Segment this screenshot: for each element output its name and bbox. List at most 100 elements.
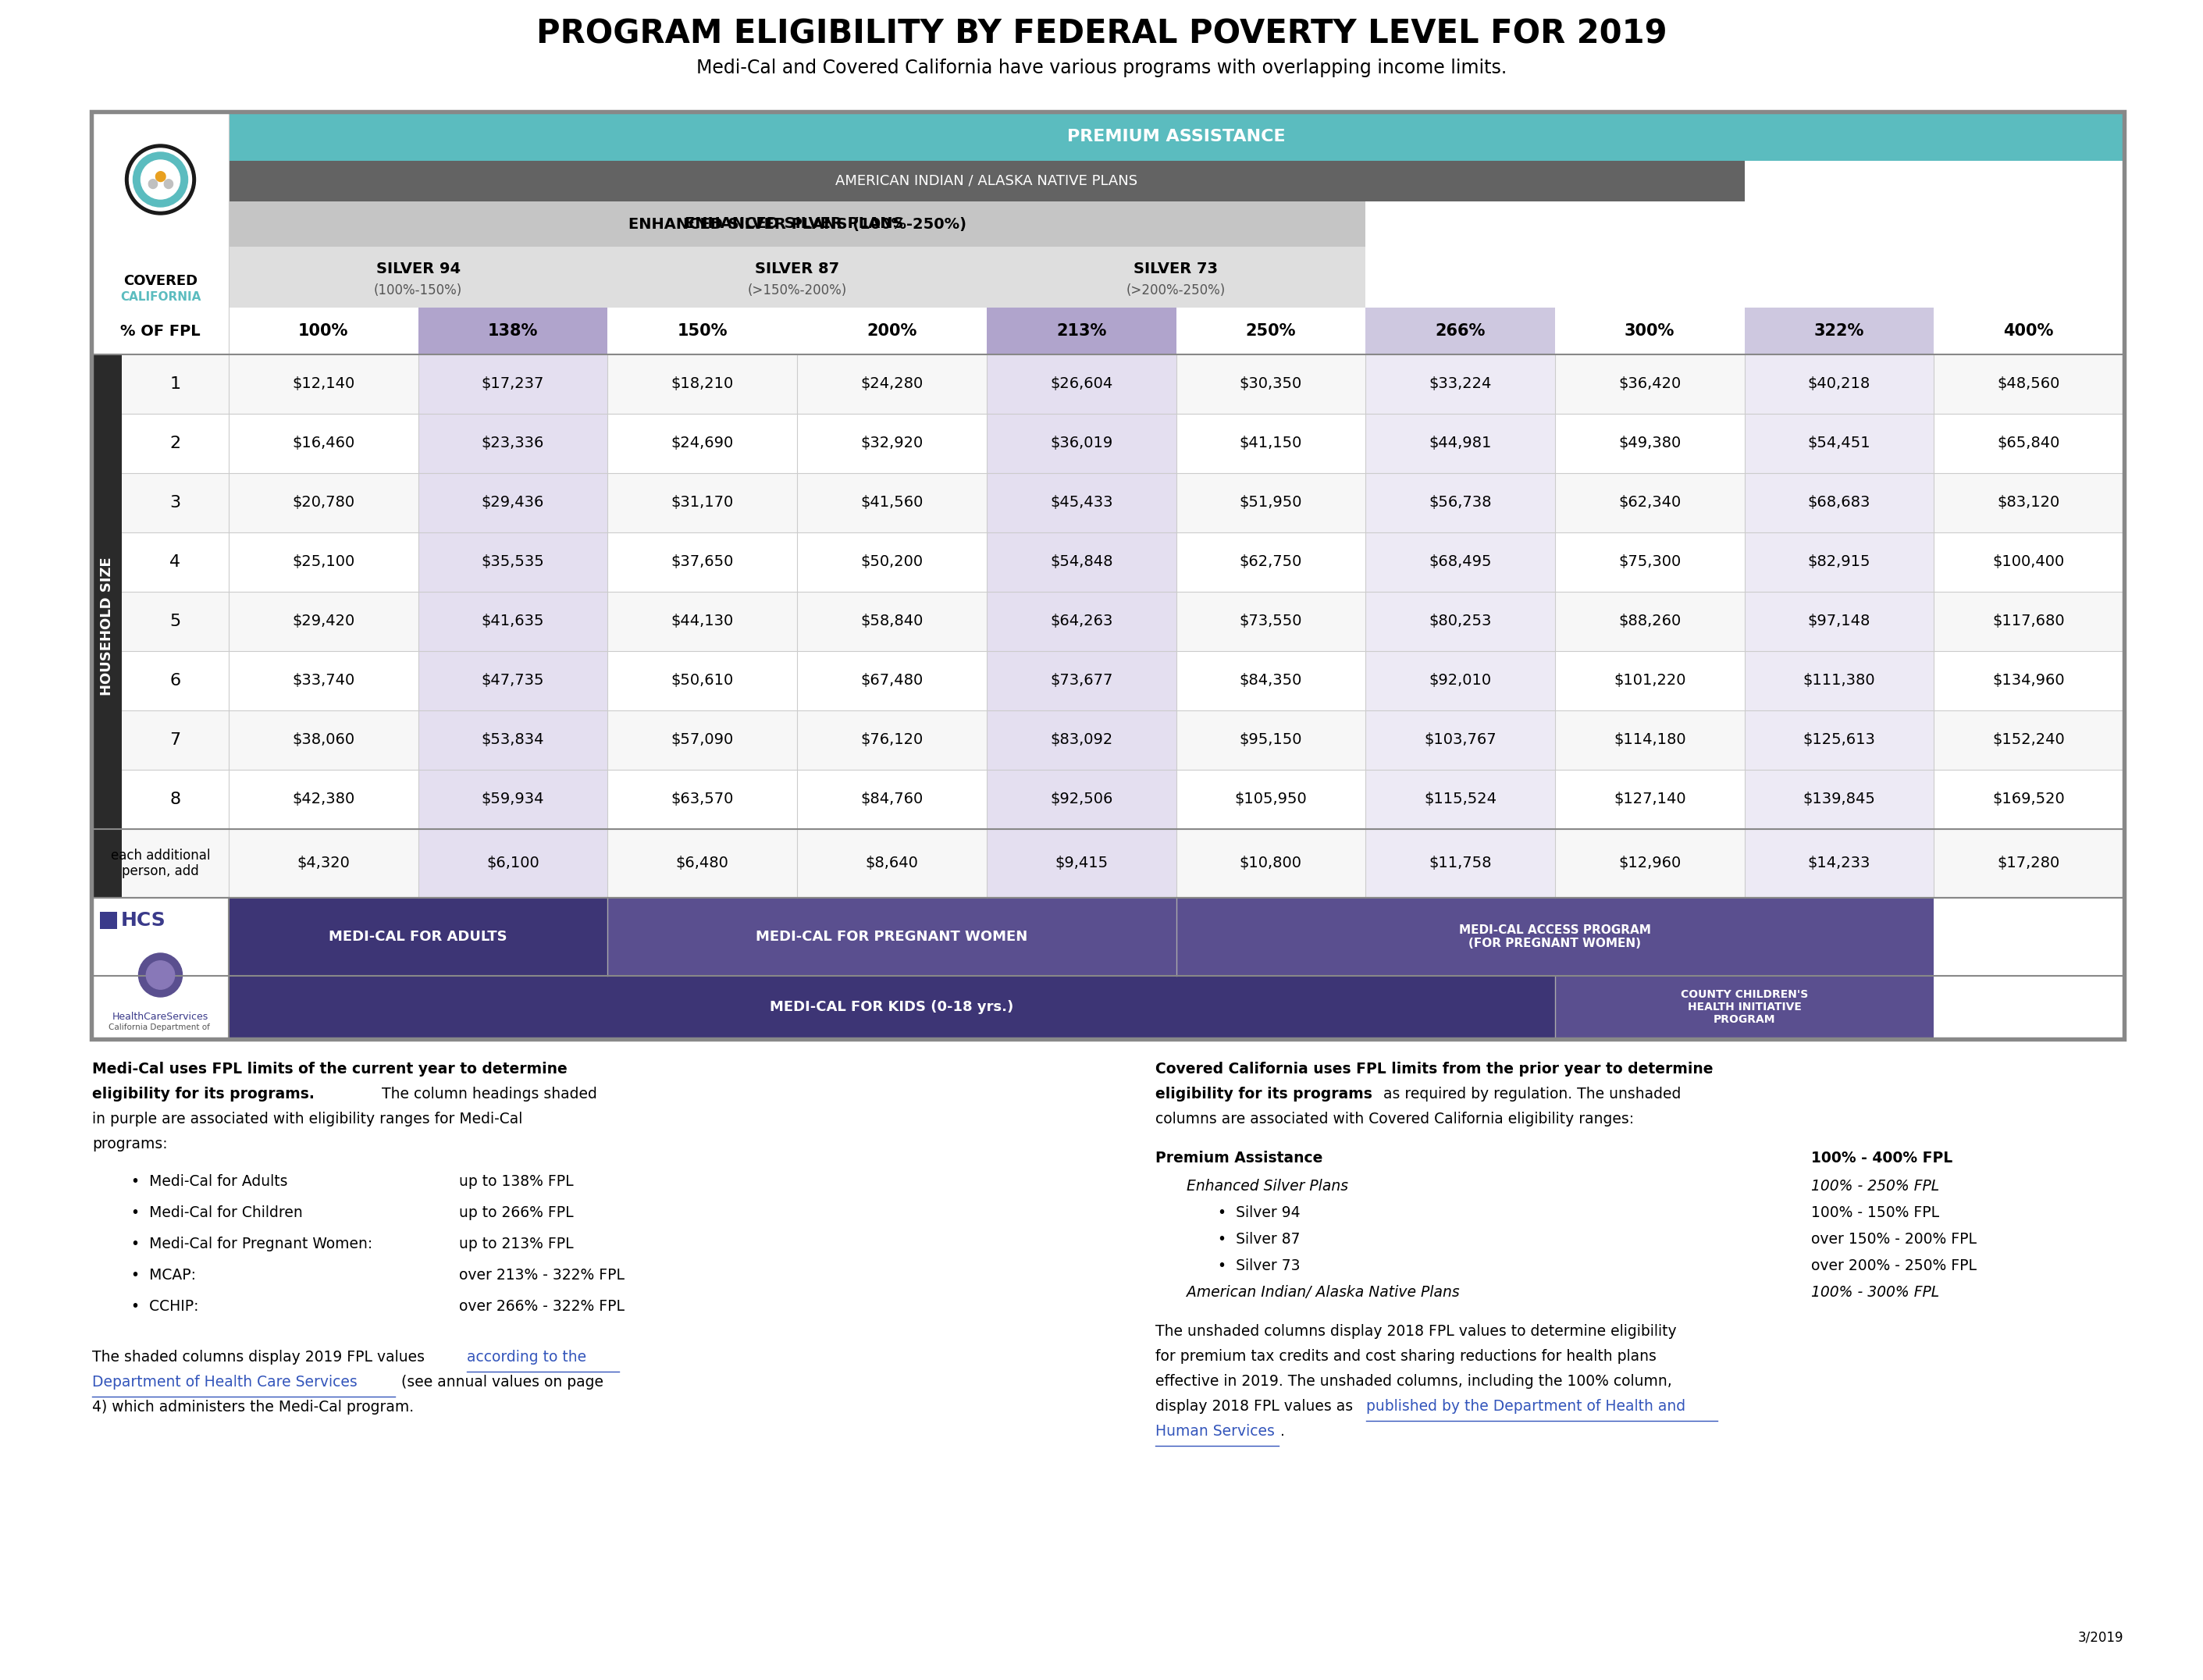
Bar [1555,976,1934,1038]
Text: (100%-150%): (100%-150%) [375,284,463,297]
Text: $14,233: $14,233 [1809,857,1870,870]
Text: $17,280: $17,280 [1998,857,2060,870]
Text: 300%: 300% [1624,323,1674,339]
Text: as required by regulation. The unshaded: as required by regulation. The unshaded [1379,1087,1681,1102]
Bar [419,652,608,711]
Text: $84,760: $84,760 [861,791,923,806]
Bar [419,307,608,354]
Text: MEDI-CAL FOR PREGNANT WOMEN: MEDI-CAL FOR PREGNANT WOMEN [756,929,1029,944]
Text: $32,920: $32,920 [861,437,923,450]
Text: $127,140: $127,140 [1613,791,1685,806]
Text: HOUSEHOLD SIZE: HOUSEHOLD SIZE [99,556,115,696]
Text: $6,480: $6,480 [676,857,729,870]
Text: •  Medi-Cal for Pregnant Women:: • Medi-Cal for Pregnant Women: [132,1236,372,1252]
Text: $100,400: $100,400 [1994,554,2064,570]
Text: up to 213% FPL: up to 213% FPL [458,1236,573,1252]
Text: $44,981: $44,981 [1430,437,1491,450]
Text: CALIFORNIA: CALIFORNIA [121,291,200,302]
Text: $65,840: $65,840 [1998,437,2060,450]
Text: $42,380: $42,380 [293,791,355,806]
Text: 250%: 250% [1245,323,1295,339]
Text: 322%: 322% [1813,323,1864,339]
Text: 150%: 150% [676,323,727,339]
Text: 100% - 250% FPL: 100% - 250% FPL [1811,1179,1939,1194]
Text: 266%: 266% [1434,323,1485,339]
Circle shape [141,160,181,198]
Text: $58,840: $58,840 [861,613,923,628]
Bar [1745,354,1934,413]
Bar [987,591,1176,652]
Text: $114,180: $114,180 [1613,732,1685,748]
Text: $33,740: $33,740 [293,674,355,689]
Text: The unshaded columns display 2018 FPL values to determine eligibility: The unshaded columns display 2018 FPL va… [1154,1324,1676,1339]
Bar [987,711,1176,769]
Text: $73,677: $73,677 [1051,674,1113,689]
Text: % OF FPL: % OF FPL [121,324,200,338]
Text: $169,520: $169,520 [1992,791,2064,806]
Bar [1366,769,1555,828]
Text: 6: 6 [170,674,181,689]
Bar [1366,413,1555,474]
Text: in purple are associated with eligibility ranges for Medi-Cal: in purple are associated with eligibilit… [93,1112,522,1127]
Bar [229,202,1366,247]
Text: PREMIUM ASSISTANCE: PREMIUM ASSISTANCE [1066,129,1284,144]
Text: $92,010: $92,010 [1430,674,1491,689]
Text: $73,550: $73,550 [1240,613,1302,628]
Text: Human Services: Human Services [1154,1425,1276,1438]
Text: $50,200: $50,200 [861,554,923,570]
Text: $103,767: $103,767 [1423,732,1496,748]
Bar [1366,828,1555,897]
Bar [93,413,2124,474]
Text: 4: 4 [170,554,181,570]
Bar [987,828,1176,897]
Text: $88,260: $88,260 [1619,613,1681,628]
Text: Medi-Cal and Covered California have various programs with overlapping income li: Medi-Cal and Covered California have var… [696,59,1507,77]
Text: $45,433: $45,433 [1051,496,1113,511]
Text: $49,380: $49,380 [1619,437,1681,450]
Text: $59,934: $59,934 [482,791,544,806]
Text: $40,218: $40,218 [1809,376,1870,391]
Text: $25,100: $25,100 [293,554,355,570]
Text: $44,130: $44,130 [672,613,734,628]
Text: AMERICAN INDIAN / ALASKA NATIVE PLANS: AMERICAN INDIAN / ALASKA NATIVE PLANS [835,175,1137,188]
Text: $24,280: $24,280 [861,376,923,391]
Bar [1366,711,1555,769]
Text: $50,610: $50,610 [672,674,734,689]
Text: $134,960: $134,960 [1992,674,2064,689]
Text: $12,140: $12,140 [293,376,355,391]
Text: California Department of: California Department of [108,1023,209,1032]
Bar [229,976,1555,1038]
Text: ⬤: ⬤ [163,178,174,188]
Text: Premium Assistance: Premium Assistance [1154,1151,1322,1166]
Bar [987,474,1176,533]
Text: $33,224: $33,224 [1430,376,1491,391]
Text: 5: 5 [170,613,181,630]
Circle shape [132,153,187,207]
Text: $92,506: $92,506 [1051,791,1113,806]
Bar [93,769,2124,828]
Bar [229,113,2124,161]
Text: •  Medi-Cal for Adults: • Medi-Cal for Adults [132,1174,289,1189]
Text: (see annual values on page: (see annual values on page [397,1374,604,1389]
Text: The column headings shaded: The column headings shaded [377,1087,597,1102]
Text: SILVER 73: SILVER 73 [1135,260,1218,276]
Bar [987,247,1366,307]
Text: $54,848: $54,848 [1051,554,1113,570]
Bar [1745,307,1934,354]
Text: $54,451: $54,451 [1809,437,1870,450]
Bar [987,413,1176,474]
Bar [93,307,2124,354]
Text: $4,320: $4,320 [297,857,350,870]
Text: American Indian/ Alaska Native Plans: American Indian/ Alaska Native Plans [1187,1285,1461,1300]
Circle shape [145,961,174,990]
Bar [419,354,608,413]
Text: columns are associated with Covered California eligibility ranges:: columns are associated with Covered Cali… [1154,1112,1635,1127]
Text: $62,750: $62,750 [1240,554,1302,570]
Text: $48,560: $48,560 [1998,376,2060,391]
Bar [987,769,1176,828]
Text: ⬤: ⬤ [154,171,167,181]
Bar [608,247,987,307]
Bar [419,533,608,591]
Text: $26,604: $26,604 [1051,376,1113,391]
Text: $10,800: $10,800 [1240,857,1302,870]
